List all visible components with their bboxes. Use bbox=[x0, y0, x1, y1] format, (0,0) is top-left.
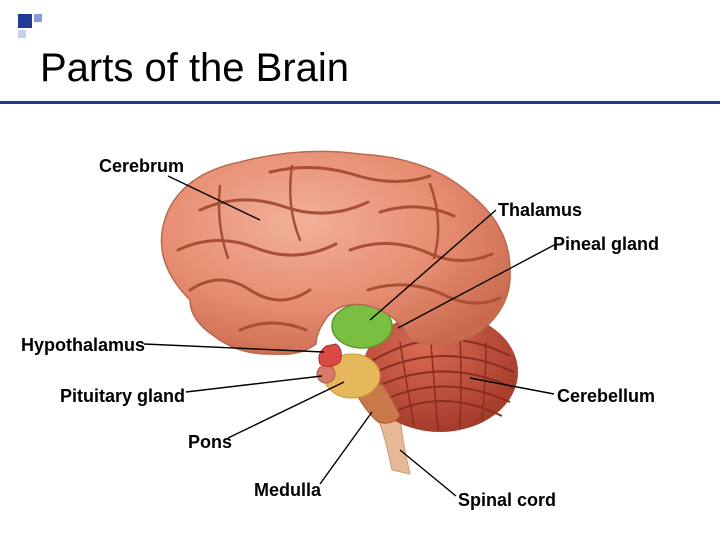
label-thalamus: Thalamus bbox=[498, 200, 582, 221]
label-pituitary: Pituitary gland bbox=[60, 386, 185, 407]
label-spinal: Spinal cord bbox=[458, 490, 556, 511]
label-pineal: Pineal gland bbox=[553, 234, 659, 255]
slide-title: Parts of the Brain bbox=[40, 46, 720, 91]
label-cerebrum: Cerebrum bbox=[99, 156, 184, 177]
label-medulla: Medulla bbox=[254, 480, 321, 501]
slide-corner-decoration bbox=[18, 14, 44, 40]
deco-square-secondary bbox=[34, 14, 42, 22]
deco-square-tertiary bbox=[18, 30, 26, 38]
label-pons: Pons bbox=[188, 432, 232, 453]
deco-square-primary bbox=[18, 14, 32, 28]
brain-diagram: Cerebrum Thalamus Pineal gland Hypothala… bbox=[0, 130, 720, 540]
label-cerebellum: Cerebellum bbox=[557, 386, 655, 407]
title-bar: Parts of the Brain bbox=[0, 46, 720, 104]
label-hypothalamus: Hypothalamus bbox=[21, 335, 145, 356]
